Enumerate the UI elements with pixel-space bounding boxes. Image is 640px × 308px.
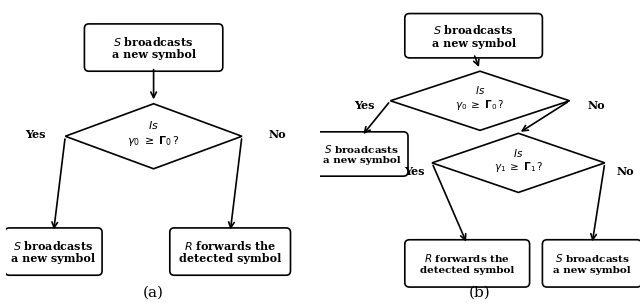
Text: $\gamma_0 \; \geq \; \mathbf{\Gamma}_0 \, ?$: $\gamma_0 \; \geq \; \mathbf{\Gamma}_0 \… — [127, 134, 180, 148]
FancyBboxPatch shape — [404, 14, 543, 58]
Text: $\mathit{Is}$: $\mathit{Is}$ — [513, 147, 524, 159]
Text: $\mathit{S}$ broadcasts
a new symbol: $\mathit{S}$ broadcasts a new symbol — [553, 252, 631, 275]
Text: $\mathit{S}$ broadcasts
a new symbol: $\mathit{S}$ broadcasts a new symbol — [111, 35, 196, 60]
Text: Yes: Yes — [404, 166, 425, 177]
Text: No: No — [268, 129, 286, 140]
FancyBboxPatch shape — [543, 240, 640, 287]
Polygon shape — [390, 71, 570, 130]
Text: (b): (b) — [469, 286, 491, 300]
Text: Yes: Yes — [26, 129, 46, 140]
FancyBboxPatch shape — [5, 228, 102, 275]
Polygon shape — [65, 104, 242, 169]
Polygon shape — [432, 133, 605, 192]
FancyBboxPatch shape — [84, 24, 223, 71]
Text: (a): (a) — [143, 286, 164, 300]
FancyBboxPatch shape — [405, 240, 530, 287]
Text: $\gamma_1 \; \geq \; \mathbf{\Gamma}_1 \, ?$: $\gamma_1 \; \geq \; \mathbf{\Gamma}_1 \… — [493, 160, 543, 174]
Text: $\mathit{S}$ broadcasts
a new symbol: $\mathit{S}$ broadcasts a new symbol — [12, 239, 95, 265]
FancyBboxPatch shape — [315, 132, 408, 176]
Text: $\mathit{S}$ broadcasts
a new symbol: $\mathit{S}$ broadcasts a new symbol — [323, 143, 401, 165]
Text: $\gamma_0 \; \geq \; \mathbf{\Gamma}_0 \, ?$: $\gamma_0 \; \geq \; \mathbf{\Gamma}_0 \… — [455, 98, 505, 112]
Text: Yes: Yes — [355, 100, 375, 111]
FancyBboxPatch shape — [170, 228, 291, 275]
Text: No: No — [588, 100, 605, 111]
Text: $\mathit{Is}$: $\mathit{Is}$ — [148, 119, 159, 131]
Text: $\mathit{R}$ forwards the
detected symbol: $\mathit{R}$ forwards the detected symbo… — [179, 239, 282, 265]
Text: $\mathit{R}$ forwards the
detected symbol: $\mathit{R}$ forwards the detected symbo… — [420, 252, 515, 275]
Text: No: No — [617, 166, 634, 177]
Text: $\mathit{Is}$: $\mathit{Is}$ — [475, 84, 485, 96]
Text: $\mathit{S}$ broadcasts
a new symbol: $\mathit{S}$ broadcasts a new symbol — [431, 23, 516, 49]
